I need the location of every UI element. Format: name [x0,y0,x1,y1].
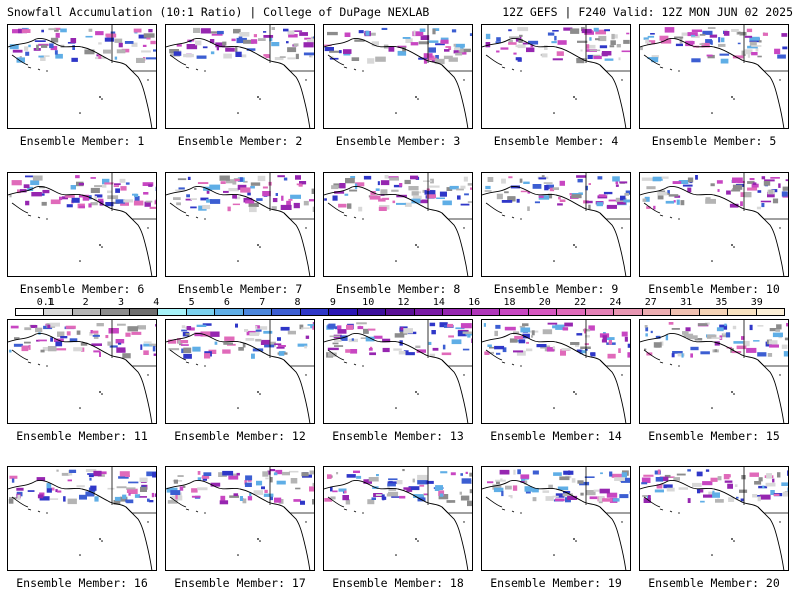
ensemble-map-panel-13 [323,319,473,424]
ensemble-map-panel-16 [7,466,157,571]
colorbar-tick-label: 3 [117,297,124,308]
ensemble-member-label: Ensemble Member: 11 [16,429,148,443]
ensemble-map-panel-18 [323,466,473,571]
colorbar-swatch [671,309,700,315]
colorbar-swatch [329,309,358,315]
colorbar-swatch [357,309,387,315]
ensemble-map-panel-20 [639,466,789,571]
colorbar-swatch [500,309,529,315]
ensemble-map-panel-4 [481,24,631,129]
colorbar-swatch [186,309,216,315]
ensemble-member-label: Ensemble Member: 18 [332,576,464,590]
colorbar-tick-label: 2 [82,297,89,308]
colorbar-swatch [443,309,472,315]
colorbar-tick-label: 8 [294,297,301,308]
colorbar-swatch [300,309,330,315]
ensemble-member-label: Ensemble Member: 14 [490,429,622,443]
colorbar-swatch [528,309,558,315]
colorbar-tick-label: 1 [47,297,54,308]
colorbar-swatch [414,309,444,315]
ensemble-member-label: Ensemble Member: 20 [648,576,780,590]
ensemble-map-panel-17 [165,466,315,571]
ensemble-member-label: Ensemble Member: 12 [174,429,306,443]
ensemble-member-label: Ensemble Member: 5 [651,134,777,148]
ensemble-member-label: Ensemble Member: 10 [648,282,780,296]
ensemble-map-panel-19 [481,466,631,571]
ensemble-member-label: Ensemble Member: 1 [19,134,145,148]
header-right-title: 12Z GEFS | F240 Valid: 12Z MON JUN 02 20… [502,5,793,19]
colorbar-tick-label: 31 [680,297,693,308]
colorbar-swatch [158,309,187,315]
colorbar-swatch [129,309,159,315]
ensemble-member-label: Ensemble Member: 8 [335,282,461,296]
colorbar-tick-label: 22 [574,297,587,308]
ensemble-map-panel-3 [323,24,473,129]
colorbar-swatch [44,309,73,315]
colorbar-tick-label: 16 [468,297,481,308]
ensemble-map-panel-2 [165,24,315,129]
colorbar-tick-label: 10 [362,297,375,308]
ensemble-map-panel-10 [639,172,789,277]
colorbar-swatch [756,309,785,315]
colorbar-tick-label: 6 [223,297,230,308]
colorbar-swatch [642,309,672,315]
ensemble-map-panel-7 [165,172,315,277]
colorbar-tick-label: 39 [750,297,763,308]
ensemble-map-panel-6 [7,172,157,277]
colorbar-swatch [471,309,501,315]
colorbar-tick-label: 24 [609,297,622,308]
colorbar-swatch [101,309,130,315]
colorbar-tick-label: 7 [259,297,266,308]
colorbar-tick-label: 27 [644,297,657,308]
colorbar-tick-label: 0.1 [36,297,55,308]
ensemble-map-panel-12 [165,319,315,424]
ensemble-member-label: Ensemble Member: 19 [490,576,622,590]
colorbar-tick-label: 5 [188,297,195,308]
colorbar-tick-label: 9 [329,297,336,308]
ensemble-member-label: Ensemble Member: 7 [177,282,303,296]
header-left-title: Snowfall Accumulation (10:1 Ratio) | Col… [7,5,430,19]
colorbar-swatch [272,309,301,315]
ensemble-map-panel-11 [7,319,157,424]
colorbar-swatch [16,309,45,315]
colorbar-swatch [215,309,244,315]
ensemble-map-panel-15 [639,319,789,424]
colorbar-tick-labels: 0.1 1 2 3 4 5 6 7 8 9 10 12 14 16 18 20 22 24 27 31 35 39 [15,297,785,308]
colorbar-swatch [699,309,729,315]
ensemble-map-panel-5 [639,24,789,129]
colorbar-tick-label: 35 [715,297,728,308]
colorbar [15,308,785,316]
ensemble-member-label: Ensemble Member: 15 [648,429,780,443]
ensemble-map-panel-9 [481,172,631,277]
colorbar-swatch [728,309,757,315]
ensemble-map-panel-8 [323,172,473,277]
ensemble-map-panel-14 [481,319,631,424]
colorbar-tick-label: 4 [153,297,160,308]
colorbar-swatch [243,309,273,315]
ensemble-member-label: Ensemble Member: 3 [335,134,461,148]
ensemble-member-label: Ensemble Member: 2 [177,134,303,148]
colorbar-tick-label: 12 [397,297,410,308]
ensemble-member-label: Ensemble Member: 4 [493,134,619,148]
ensemble-member-label: Ensemble Member: 17 [174,576,306,590]
ensemble-member-label: Ensemble Member: 13 [332,429,464,443]
ensemble-member-label: Ensemble Member: 9 [493,282,619,296]
colorbar-swatch [386,309,415,315]
colorbar-swatch [557,309,586,315]
colorbar-swatch [585,309,615,315]
colorbar-tick-label: 18 [503,297,516,308]
colorbar-tick-label: 20 [538,297,551,308]
colorbar-tick-label: 14 [432,297,445,308]
ensemble-member-label: Ensemble Member: 16 [16,576,148,590]
colorbar-swatch [72,309,102,315]
ensemble-member-label: Ensemble Member: 6 [19,282,145,296]
colorbar-swatch [614,309,643,315]
ensemble-map-panel-1 [7,24,157,129]
